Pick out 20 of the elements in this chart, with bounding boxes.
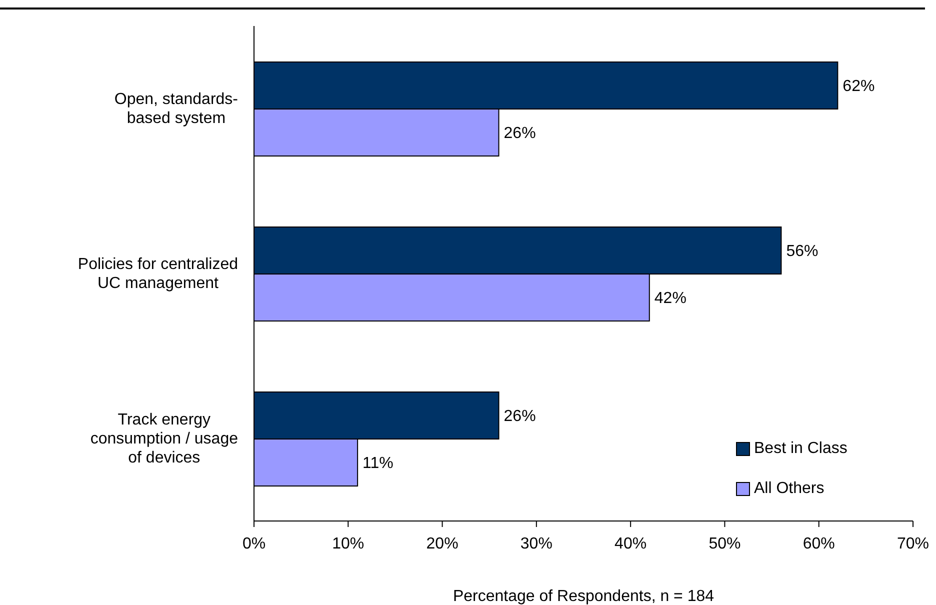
legend-label: All Others xyxy=(754,480,824,498)
x-tick-label: 20% xyxy=(426,535,458,552)
x-axis-title: Percentage of Respondents, n = 184 xyxy=(452,588,714,605)
data-label: 42% xyxy=(654,290,686,308)
x-tick-label: 50% xyxy=(708,535,741,552)
x-tick-label: 70% xyxy=(896,535,930,552)
x-tick-label: 10% xyxy=(332,535,364,552)
x-tick-label: 30% xyxy=(520,535,552,552)
data-label: 26% xyxy=(504,408,536,426)
x-tick-label: 40% xyxy=(614,535,647,552)
legend-label: Best in Class xyxy=(754,440,848,458)
data-label: 11% xyxy=(362,455,394,472)
y-tick-label: Track energy consumption / usage of devices xyxy=(90,411,238,466)
y-tick-label: Open, standards- based system xyxy=(114,90,238,126)
data-label: 26% xyxy=(504,125,536,142)
data-label: 56% xyxy=(786,243,818,260)
x-tick-label: 60% xyxy=(802,535,835,552)
y-tick-label: Policies for centralized UC management xyxy=(78,256,238,292)
data-label: 62% xyxy=(842,78,875,96)
x-tick-label: 0% xyxy=(242,535,266,552)
